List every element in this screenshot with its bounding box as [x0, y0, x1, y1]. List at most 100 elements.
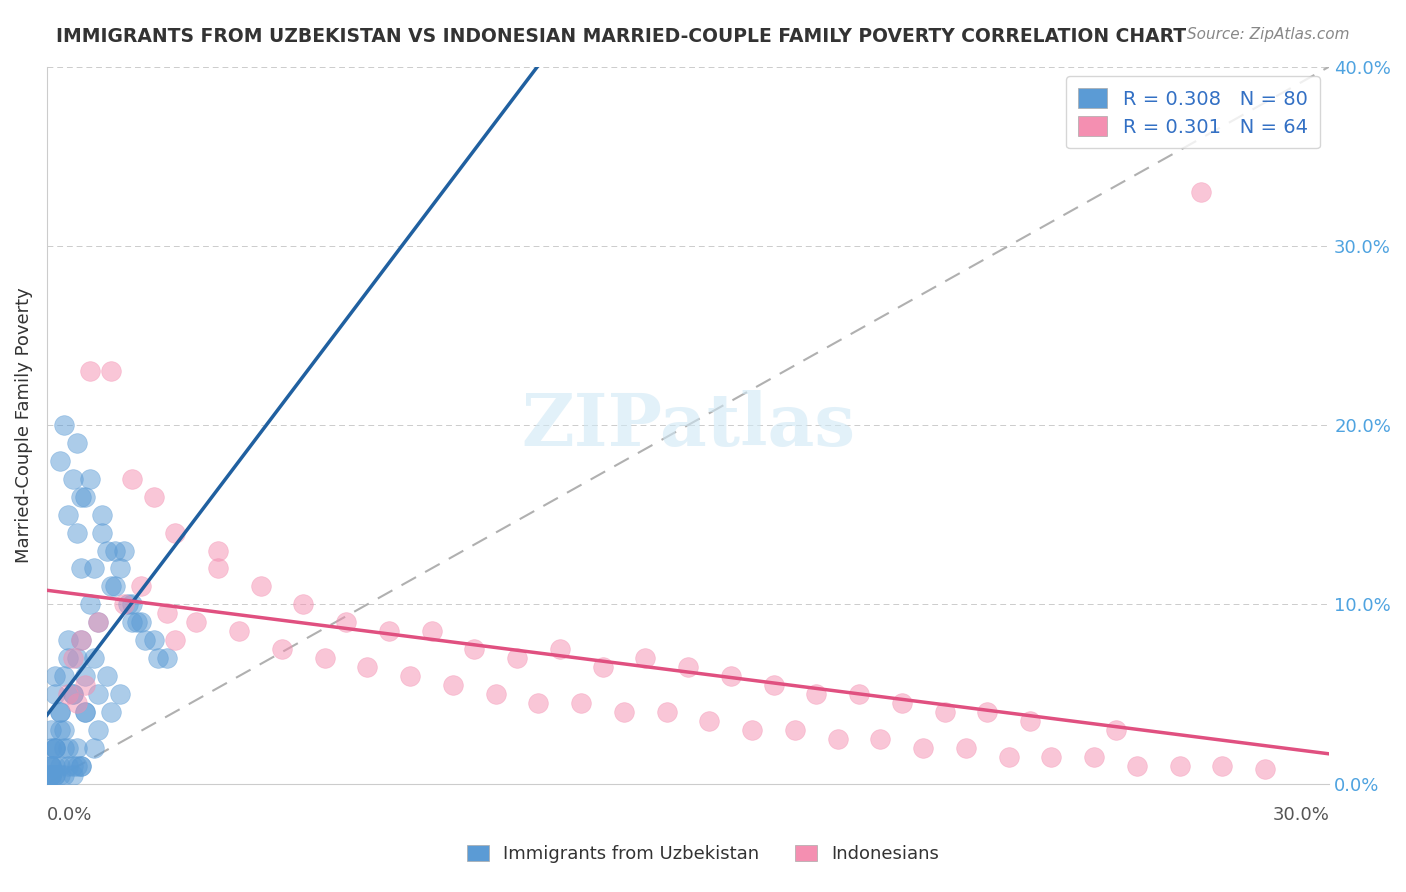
Point: [75, 678, 97, 692]
Point: [66, 651, 89, 665]
Point: [79, 472, 101, 486]
Point: [134, 633, 156, 648]
Point: [869, 731, 891, 746]
Point: [934, 705, 956, 719]
Point: [53, 669, 76, 683]
Point: [378, 624, 401, 639]
Point: [186, 615, 208, 630]
Point: [104, 579, 127, 593]
Point: [87, 723, 110, 737]
Point: [890, 696, 912, 710]
Point: [104, 543, 127, 558]
Point: [39, 723, 62, 737]
Point: [506, 651, 529, 665]
Point: [39, 758, 62, 772]
Point: [676, 660, 699, 674]
Point: [112, 543, 135, 558]
Point: [142, 490, 165, 504]
Point: [463, 642, 485, 657]
Point: [44, 740, 66, 755]
Legend: R = 0.308   N = 80, R = 0.301   N = 64: R = 0.308 N = 80, R = 0.301 N = 64: [1067, 77, 1320, 148]
Point: [79, 597, 101, 611]
Point: [75, 490, 97, 504]
Y-axis label: Married-Couple Family Poverty: Married-Couple Family Poverty: [15, 287, 32, 563]
Point: [1019, 714, 1042, 728]
Point: [207, 543, 229, 558]
Point: [827, 731, 849, 746]
Point: [39, 740, 62, 755]
Point: [420, 624, 443, 639]
Point: [1168, 758, 1191, 772]
Point: [58, 758, 80, 772]
Point: [634, 651, 657, 665]
Point: [848, 687, 870, 701]
Point: [66, 740, 89, 755]
Point: [66, 696, 89, 710]
Point: [762, 678, 785, 692]
Point: [58, 687, 80, 701]
Point: [1083, 749, 1105, 764]
Point: [592, 660, 614, 674]
Point: [66, 758, 89, 772]
Point: [125, 615, 148, 630]
Point: [997, 749, 1019, 764]
Point: [117, 597, 139, 611]
Point: [39, 767, 62, 781]
Point: [75, 669, 97, 683]
Point: [58, 651, 80, 665]
Point: [976, 705, 998, 719]
Text: 30.0%: 30.0%: [1272, 806, 1329, 824]
Point: [44, 767, 66, 781]
Point: [569, 696, 592, 710]
Point: [228, 624, 250, 639]
Point: [96, 543, 118, 558]
Point: [62, 472, 84, 486]
Point: [207, 561, 229, 575]
Point: [955, 740, 977, 755]
Point: [112, 597, 135, 611]
Point: [48, 723, 70, 737]
Point: [58, 508, 80, 522]
Point: [527, 696, 550, 710]
Point: [87, 687, 110, 701]
Point: [83, 651, 105, 665]
Point: [53, 740, 76, 755]
Point: [548, 642, 571, 657]
Point: [83, 740, 105, 755]
Point: [1189, 185, 1212, 199]
Point: [314, 651, 336, 665]
Point: [48, 705, 70, 719]
Text: ZIPatlas: ZIPatlas: [522, 390, 855, 460]
Point: [356, 660, 378, 674]
Point: [44, 669, 66, 683]
Point: [96, 669, 118, 683]
Point: [1040, 749, 1063, 764]
Point: [292, 597, 315, 611]
Point: [39, 767, 62, 781]
Point: [66, 525, 89, 540]
Point: [655, 705, 678, 719]
Point: [271, 642, 294, 657]
Point: [108, 561, 131, 575]
Point: [44, 687, 66, 701]
Point: [75, 705, 97, 719]
Point: [100, 579, 122, 593]
Point: [44, 758, 66, 772]
Point: [121, 597, 143, 611]
Point: [165, 525, 187, 540]
Legend: Immigrants from Uzbekistan, Indonesians: Immigrants from Uzbekistan, Indonesians: [456, 834, 950, 874]
Point: [70, 758, 93, 772]
Point: [129, 615, 152, 630]
Point: [58, 740, 80, 755]
Point: [70, 561, 93, 575]
Point: [912, 740, 935, 755]
Point: [39, 758, 62, 772]
Point: [62, 758, 84, 772]
Point: [53, 767, 76, 781]
Point: [48, 758, 70, 772]
Point: [62, 651, 84, 665]
Point: [66, 436, 89, 450]
Point: [613, 705, 636, 719]
Point: [108, 687, 131, 701]
Point: [249, 579, 271, 593]
